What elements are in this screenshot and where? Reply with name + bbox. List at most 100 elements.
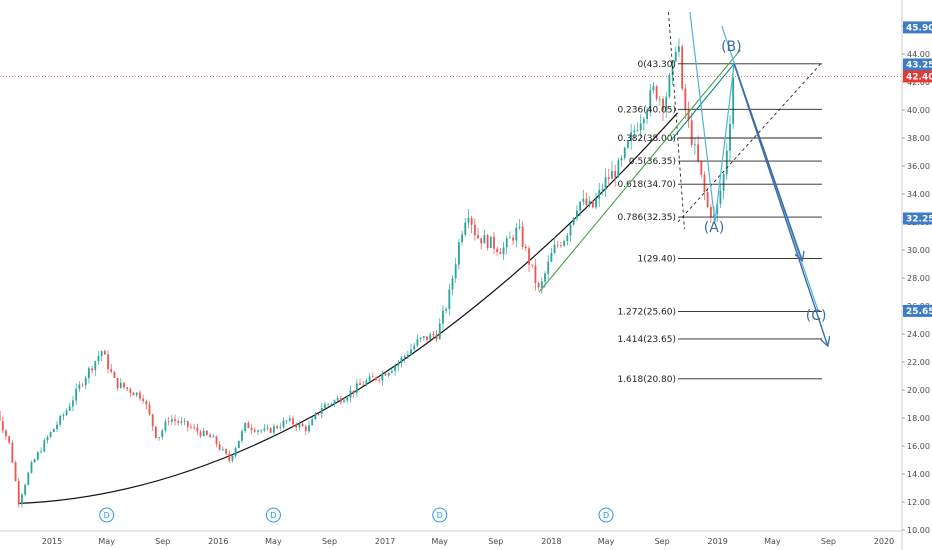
candle bbox=[170, 414, 173, 426]
candle bbox=[505, 235, 508, 255]
candle bbox=[30, 460, 33, 474]
dividend-marker: D bbox=[432, 507, 448, 523]
candle-body bbox=[170, 419, 173, 422]
candle bbox=[627, 139, 629, 149]
candle bbox=[285, 419, 288, 425]
candle bbox=[579, 201, 581, 217]
price-badge: 45.90 bbox=[903, 21, 932, 34]
dividend-circle bbox=[598, 507, 614, 523]
candle bbox=[607, 168, 610, 186]
candle-body bbox=[154, 426, 157, 438]
candle-body bbox=[0, 411, 1, 422]
time-tick-label: May bbox=[98, 537, 115, 546]
fib-level-label: 0.5(36.35) bbox=[629, 157, 676, 167]
fib-anchor-dashed-line bbox=[668, 11, 685, 230]
candle-body bbox=[623, 147, 626, 159]
falling-trendline-left bbox=[689, 11, 716, 223]
candle-body bbox=[352, 390, 355, 393]
candle bbox=[432, 331, 435, 340]
wave-labels: (A) (B) (C) bbox=[704, 39, 827, 324]
candle bbox=[167, 416, 170, 426]
candle-body bbox=[84, 377, 87, 386]
time-axis[interactable]: 2015 May Sep 2016 May Sep 2017 May Sep 2018 May Sep… bbox=[0, 530, 902, 546]
candle bbox=[499, 247, 502, 255]
time-tick-label: 2017 bbox=[375, 537, 395, 546]
candle-body bbox=[426, 336, 428, 340]
price-tick-label: 12.00 bbox=[907, 498, 930, 507]
candle bbox=[706, 189, 709, 209]
candle bbox=[509, 231, 511, 239]
candle-body bbox=[572, 218, 575, 225]
candle bbox=[154, 426, 157, 439]
candle bbox=[0, 411, 1, 422]
price-badge-bg bbox=[903, 304, 932, 317]
candle-body bbox=[180, 421, 183, 423]
candle-body bbox=[601, 189, 604, 191]
candle-body bbox=[588, 200, 591, 206]
candle-body bbox=[174, 419, 176, 421]
candle bbox=[100, 350, 103, 362]
candle-body bbox=[94, 361, 97, 371]
candle-body bbox=[560, 245, 562, 246]
candle bbox=[371, 372, 374, 378]
candle-body bbox=[467, 217, 470, 223]
candle-body bbox=[582, 198, 585, 202]
candle-body bbox=[228, 453, 231, 461]
candle-body bbox=[317, 413, 320, 415]
candle bbox=[215, 435, 218, 448]
candle bbox=[212, 433, 215, 438]
candle-body bbox=[422, 336, 425, 338]
candle-body bbox=[416, 339, 419, 346]
candle-body bbox=[72, 400, 74, 407]
candle bbox=[139, 390, 141, 401]
candle-body bbox=[515, 227, 518, 241]
candle bbox=[145, 399, 148, 410]
time-tick-label: May bbox=[265, 537, 282, 546]
drawing-tools bbox=[538, 11, 827, 345]
candle bbox=[429, 332, 432, 341]
candle bbox=[646, 107, 648, 124]
candle bbox=[684, 83, 687, 120]
candle-body bbox=[403, 356, 406, 358]
candle-body bbox=[81, 384, 84, 386]
candle bbox=[269, 427, 272, 434]
candle bbox=[502, 241, 505, 260]
candle-body bbox=[690, 120, 693, 145]
candle-body bbox=[658, 98, 661, 100]
time-tick-label: 2018 bbox=[541, 537, 561, 546]
candle bbox=[183, 418, 186, 426]
candle bbox=[384, 371, 387, 377]
time-tick-label: Sep bbox=[155, 537, 170, 546]
candle-body bbox=[375, 377, 377, 380]
candle bbox=[5, 429, 7, 440]
candle bbox=[442, 305, 444, 330]
candle bbox=[250, 424, 253, 434]
candle-body bbox=[167, 421, 170, 423]
candle-body bbox=[11, 442, 14, 463]
candle-body bbox=[43, 440, 46, 452]
candle-body bbox=[123, 382, 125, 388]
candle-body bbox=[524, 246, 527, 249]
candle-body bbox=[183, 421, 186, 422]
candle-body bbox=[537, 283, 540, 288]
candle bbox=[320, 402, 323, 419]
candle-body bbox=[282, 420, 285, 428]
candle-body bbox=[410, 349, 412, 355]
candle-body bbox=[633, 130, 636, 133]
candle-body bbox=[534, 265, 537, 284]
candle bbox=[324, 401, 326, 409]
candle-body bbox=[145, 401, 148, 405]
candle bbox=[206, 429, 208, 436]
candle-body bbox=[709, 207, 712, 218]
candle bbox=[537, 281, 540, 291]
candle-body bbox=[260, 430, 263, 432]
candle-body bbox=[442, 310, 444, 324]
candle-body bbox=[126, 387, 129, 389]
candle bbox=[257, 429, 259, 436]
candle bbox=[180, 416, 183, 426]
candle-body bbox=[509, 237, 511, 239]
candle-body bbox=[1, 421, 4, 431]
price-axis[interactable]: 10.00 12.00 14.00 16.00 18.00 20.00 22.00 24.00… bbox=[901, 0, 932, 550]
candle-body bbox=[269, 428, 272, 433]
